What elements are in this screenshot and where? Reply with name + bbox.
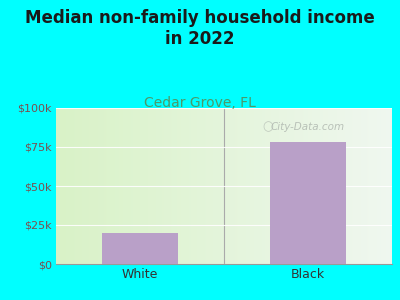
Bar xyxy=(102,233,178,264)
Text: Cedar Grove, FL: Cedar Grove, FL xyxy=(144,96,256,110)
Bar xyxy=(270,142,346,264)
Text: Median non-family household income
in 2022: Median non-family household income in 20… xyxy=(25,9,375,48)
Text: City-Data.com: City-Data.com xyxy=(271,122,345,132)
Text: ○: ○ xyxy=(262,120,273,133)
